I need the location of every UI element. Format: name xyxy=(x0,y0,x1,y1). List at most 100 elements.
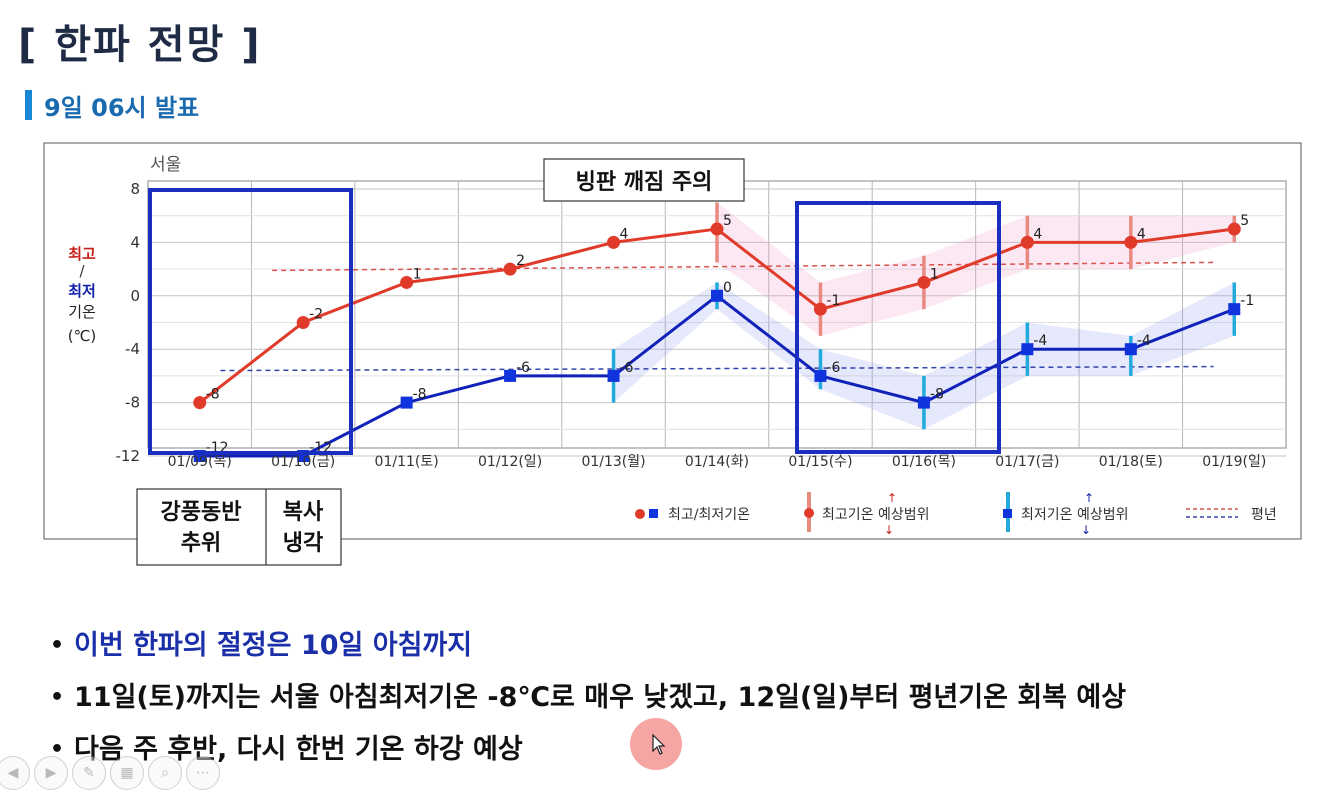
copy-icon[interactable]: ▦ xyxy=(110,756,144,790)
high-point xyxy=(503,262,517,276)
normal-high-line xyxy=(272,261,1214,272)
high-point xyxy=(1227,222,1241,236)
ylabel-unit: (℃) xyxy=(68,327,97,345)
high-value-label: -8 xyxy=(206,387,220,403)
low-range-band xyxy=(613,282,1235,430)
low-point xyxy=(607,369,620,382)
high-value-label: -1 xyxy=(826,293,840,309)
bullet-peak: 이번 한파의 절정은 10일 아침까지 xyxy=(46,620,1306,672)
high-value-label: 5 xyxy=(1240,213,1249,229)
low-point xyxy=(917,396,930,409)
x-tick-label: 01/11(토) xyxy=(375,454,439,470)
highlight-box-cold-surge xyxy=(148,188,353,455)
prev-icon[interactable]: ◀ xyxy=(0,756,30,790)
high-point xyxy=(1124,235,1138,249)
legend-low-range-down-arrow: ↓ xyxy=(1081,523,1091,537)
x-tick-label: 01/13(월) xyxy=(581,454,645,470)
ylabel-temp: 기온 xyxy=(68,303,96,321)
zoom-icon[interactable]: ⌕ xyxy=(148,756,182,790)
high-value-label: 4 xyxy=(620,226,629,242)
page-title: [ 한파 전망 ] xyxy=(18,22,262,68)
cause-radiative-line1: 복사 xyxy=(283,500,324,525)
bullet-recovery: 11일(토)까지는 서울 아침최저기온 -8℃로 매우 낮겠고, 12일(일)부… xyxy=(46,672,1306,724)
normal-low-line xyxy=(220,365,1214,372)
cause-radiative-line2: 냉각 xyxy=(283,531,323,556)
high-point xyxy=(296,316,310,329)
high-value-label: 4 xyxy=(1033,226,1042,242)
low-point xyxy=(711,289,723,302)
high-value-label: 4 xyxy=(1137,226,1146,242)
y-tick-label: 4 xyxy=(130,233,140,251)
subtitle-accent-bar xyxy=(25,90,32,120)
high-value-label: 1 xyxy=(930,266,939,282)
legend-low-range-square xyxy=(1003,509,1012,518)
cause-wind-line2: 추위 xyxy=(181,531,221,556)
x-tick-label: 01/19(일) xyxy=(1202,454,1266,470)
high-point xyxy=(400,275,414,289)
location-label: 서울 xyxy=(150,155,181,175)
low-value-label: -8 xyxy=(930,387,944,403)
y-tick-label: 0 xyxy=(130,287,140,305)
y-ticks: 8 4 0 -4 -8 -12 xyxy=(116,180,141,465)
x-ticks: 01/09(목) 01/10(금) 01/11(토) 01/12(일) 01/13(월)… xyxy=(168,454,1267,470)
more-icon[interactable]: ⋯ xyxy=(186,756,220,790)
summary-bullets: 이번 한파의 절정은 10일 아침까지 11일(토)까지는 서울 아침최저기온 … xyxy=(46,620,1306,776)
ylabel-high: 최고 xyxy=(68,245,96,263)
presentation-toolbar: ◀ ▶ ✎ ▦ ⌕ ⋯ xyxy=(0,756,220,792)
legend-label-highlow: 최고/최저기온 xyxy=(668,507,750,523)
y-tick-label: -8 xyxy=(125,394,140,412)
y-tick-label: -12 xyxy=(116,447,141,465)
pen-icon[interactable]: ✎ xyxy=(72,756,106,790)
legend-high-range-down-arrow: ↓ xyxy=(884,523,894,537)
low-point xyxy=(504,369,517,382)
low-value-label: -6 xyxy=(826,360,840,376)
x-tick-label: 01/12(일) xyxy=(478,454,542,470)
x-tick-label: 01/17(금) xyxy=(995,454,1059,470)
low-value-label: -1 xyxy=(1240,293,1254,309)
legend-high-range-dot xyxy=(804,508,814,518)
cause-box xyxy=(136,488,342,566)
high-value-label: 1 xyxy=(413,266,422,282)
cursor-arrow-icon xyxy=(652,734,666,755)
legend-high-range-up-arrow: ↑ xyxy=(887,491,897,505)
high-point xyxy=(917,275,931,289)
ylabel-low: 최저 xyxy=(68,282,96,300)
ice-warning-box xyxy=(543,158,745,202)
high-point xyxy=(1020,235,1034,249)
subtitle: 9일 06시 발표 xyxy=(25,88,199,122)
x-tick-label: 01/18(토) xyxy=(1099,454,1163,470)
high-point xyxy=(607,235,621,249)
legend-high-dot xyxy=(635,509,645,519)
x-tick-label: 01/09(목) xyxy=(168,454,232,470)
low-point xyxy=(814,369,827,382)
x-tick-label: 01/10(금) xyxy=(271,454,335,470)
high-point xyxy=(193,396,207,410)
legend-label-normal: 평년 xyxy=(1251,507,1277,523)
legend-low-range-up-arrow: ↑ xyxy=(1084,491,1094,505)
normal-lines xyxy=(220,261,1214,372)
x-tick-label: 01/15(수) xyxy=(788,454,852,470)
x-tick-label: 01/14(화) xyxy=(685,454,749,470)
low-value-label: -8 xyxy=(413,387,427,403)
high-value-label: 2 xyxy=(516,253,525,269)
low-value-label: -4 xyxy=(1033,333,1047,349)
low-point xyxy=(1021,343,1034,356)
highlight-box-second-drop xyxy=(795,201,1001,454)
ylabel-slash: / xyxy=(79,262,85,280)
y-tick-label: 8 xyxy=(130,180,140,198)
low-point xyxy=(1124,343,1137,356)
cause-wind-line1: 강풍동반 xyxy=(161,500,242,525)
legend-label-low-range: 최저기온 예상범위 xyxy=(1021,507,1129,523)
high-value-label: -2 xyxy=(309,307,323,323)
low-value-label: -6 xyxy=(620,360,634,376)
next-icon[interactable]: ▶ xyxy=(34,756,68,790)
low-point xyxy=(1228,303,1241,316)
y-tick-label: -4 xyxy=(125,340,140,358)
legend: 최고/최저기온 최고기온 예상범위 ↑ ↓ 최저기온 예상범위 ↑ ↓ 평년 xyxy=(635,491,1277,537)
low-value-label: 0 xyxy=(723,280,732,296)
legend-low-square xyxy=(649,509,658,518)
low-point xyxy=(400,396,413,409)
high-value-label: 5 xyxy=(723,213,732,229)
